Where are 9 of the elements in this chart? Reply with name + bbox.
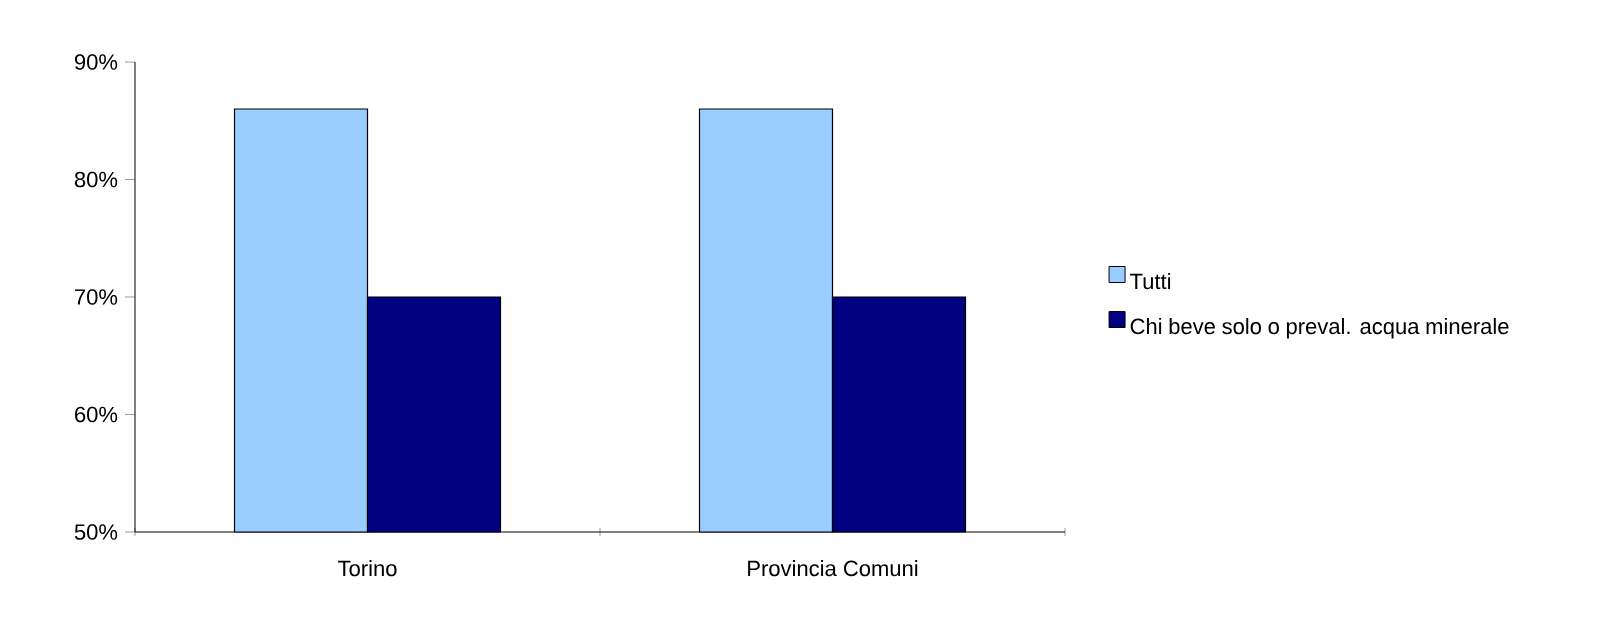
legend-label: Chi beve solo o preval. acqua minerale <box>1130 318 1509 339</box>
y-tick-label: 90% <box>74 54 118 70</box>
legend-label: Tutti <box>1130 273 1171 290</box>
y-tick-label: 80% <box>74 171 118 188</box>
y-tick-label: 70% <box>75 289 118 305</box>
y-tick-label: 60% <box>75 406 118 423</box>
y-tick-label: 50% <box>74 524 118 540</box>
x-tick-label: Provincia Comuni <box>748 560 918 577</box>
x-tick-label: Torino <box>338 560 397 577</box>
